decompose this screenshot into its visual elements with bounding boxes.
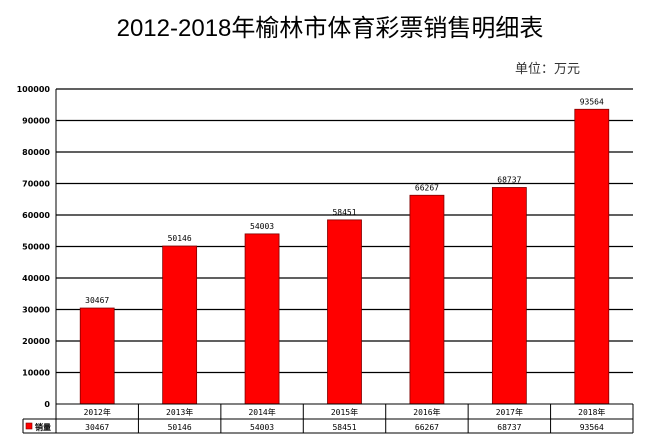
y-tick-label: 80000 [22,148,50,157]
category-label: 2018年 [578,407,605,417]
y-tick-label: 0 [44,400,50,409]
y-tick-label: 60000 [22,211,50,220]
category-label: 2017年 [496,407,523,417]
bar [327,219,362,405]
category-label: 2012年 [84,407,111,417]
category-label: 2013年 [166,407,193,417]
table-value: 66267 [415,423,439,432]
table-value: 93564 [580,423,604,432]
table-value: 54003 [250,423,274,432]
table-value: 58451 [332,423,356,432]
y-tick-label: 40000 [22,274,50,283]
data-label: 58451 [332,208,356,217]
y-tick-label: 30000 [22,306,50,315]
y-tick-label: 10000 [22,369,50,378]
unit-label: 单位：万元 [515,62,581,77]
bar [574,108,610,405]
legend-swatch [25,422,33,430]
data-label: 93564 [580,97,604,106]
bar [491,187,527,405]
table-value: 68737 [497,423,521,432]
y-tick-label: 90000 [22,117,50,126]
table-value: 30467 [85,423,109,432]
data-label: 50146 [168,234,192,243]
data-label: 66267 [415,183,439,192]
data-label: 68737 [497,175,521,184]
legend-label: 销量 [35,422,51,432]
y-tick-label: 20000 [22,337,50,346]
y-tick-label: 50000 [22,243,50,252]
data-label: 30467 [85,296,109,305]
bar [409,194,445,405]
table-value: 50146 [168,423,192,432]
bar [244,233,280,405]
data-label: 54003 [250,222,274,231]
bar [162,245,198,405]
chart-title: 2012-2018年榆林市体育彩票销售明细表 [116,15,544,42]
category-label: 2014年 [248,407,275,417]
y-tick-label: 70000 [22,180,50,189]
category-label: 2015年 [331,407,358,417]
y-tick-label: 100000 [17,85,51,94]
bar [79,307,115,405]
category-label: 2016年 [413,407,440,417]
